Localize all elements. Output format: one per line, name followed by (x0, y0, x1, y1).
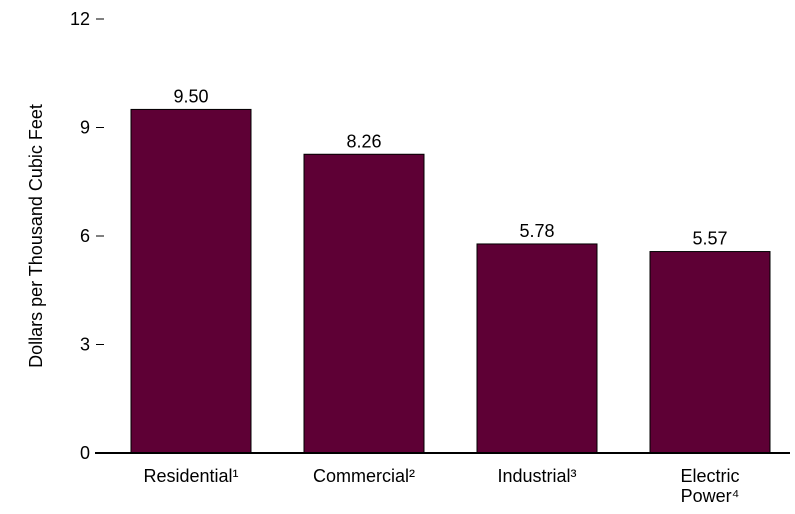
y-tick-label: 9 (80, 118, 90, 138)
x-tick-label: Residential¹ (143, 466, 238, 486)
bar (303, 153, 425, 454)
data-label: 5.57 (692, 229, 727, 249)
bar (649, 251, 771, 454)
y-tick-label: 12 (70, 9, 90, 29)
data-label: 8.26 (346, 131, 381, 151)
y-axis: 0 3 6 9 12 (70, 9, 104, 463)
y-tick-label: 0 (80, 443, 90, 463)
x-tick-label: Commercial² (313, 466, 415, 486)
bar (130, 108, 252, 454)
x-axis: Residential¹ Commercial² Industrial³ Electr… (95, 452, 790, 506)
value-labels: 9.50 8.26 5.78 5.57 (173, 86, 727, 248)
x-tick-label: Industrial³ (497, 466, 576, 486)
y-axis-label: Dollars per Thousand Cubic Feet (26, 104, 46, 368)
data-label: 9.50 (173, 86, 208, 106)
x-tick-label: Power⁴ (681, 486, 740, 506)
bars (130, 108, 771, 454)
data-label: 5.78 (519, 221, 554, 241)
y-tick-label: 3 (80, 335, 90, 355)
y-tick-label: 6 (80, 226, 90, 246)
bar (476, 243, 598, 454)
x-tick-label: Electric (680, 466, 739, 486)
